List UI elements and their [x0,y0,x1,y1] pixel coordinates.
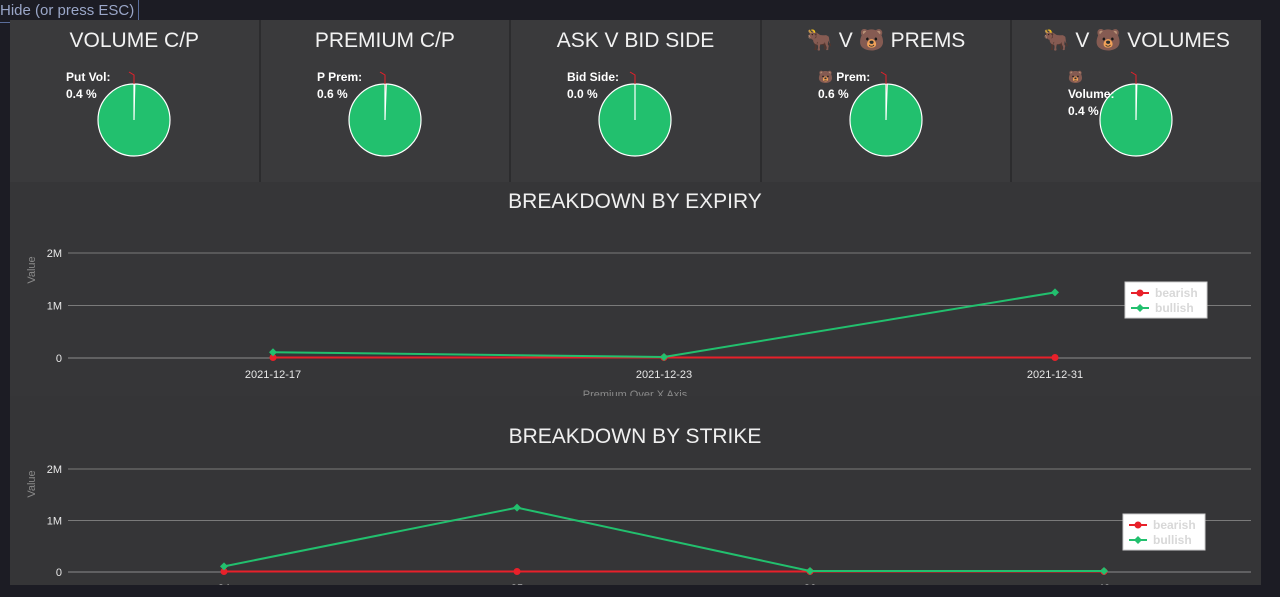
legend-label[interactable]: bullish [1155,301,1194,315]
pie-card: ASK V BID SIDE Bid Side: 0.0 % [511,20,762,182]
y-tick-label: 1M [47,301,62,313]
legend-box [1122,513,1206,551]
pie-chart: Bid Side: 0.0 % [567,70,672,157]
pie-label-leader [880,71,887,84]
pie-card: VOLUME C/P Put Vol: 0.4 % [10,20,261,182]
x-tick-label: 35 [511,583,523,585]
pie-chart-row: VOLUME C/P Put Vol: 0.4 % PREMIUM C/P P Prem… [10,20,1261,182]
bullish-point[interactable] [660,352,668,361]
legend-marker [1136,304,1144,312]
x-tick-label: 2021-12-31 [1027,369,1083,381]
legend-box [1124,281,1208,319]
pie-label: 🐻 Prem: [818,69,870,84]
pie-title: PREMIUM C/P [314,29,455,52]
pie-title: VOLUME C/P [69,29,200,52]
pie-label-line2: Volume: [1068,87,1114,101]
bearish-point[interactable] [513,567,521,575]
x-tick-label: 40 [1098,583,1110,585]
pie-chart: P Prem: 0.6 % [317,70,422,157]
legend-marker [1134,536,1142,544]
legend-marker [1136,289,1144,297]
pie-label: 🐻 [1068,69,1083,84]
x-tick-label: 2021-12-17 [245,369,301,381]
y-axis-label: Value [26,256,38,283]
y-tick-label: 2M [47,464,62,476]
dashboard-panel: VOLUME C/P Put Vol: 0.4 % PREMIUM C/P P Prem… [10,20,1261,585]
chart-title: BREAKDOWN BY STRIKE [509,425,762,448]
legend-marker [1134,521,1142,529]
legend-label[interactable]: bearish [1155,286,1198,300]
bullish-series-line [223,506,1104,572]
pie-label: Put Vol: [66,70,110,84]
bearish-point[interactable] [269,353,277,361]
pie-value: 0.6 % [317,87,348,101]
bullish-point[interactable] [269,348,277,357]
y-tick-label: 0 [56,353,62,365]
x-tick-label: 34 [218,583,230,585]
pie-card: PREMIUM C/P P Prem: 0.6 % [260,20,512,182]
bullish-point[interactable] [1100,566,1108,575]
y-tick-label: 0 [56,567,62,579]
x-tick-label: 36 [804,583,816,585]
pie-title: 🐂 V 🐻 VOLUMES [1043,29,1230,52]
bullish-point[interactable] [513,503,521,512]
pie-label-leader [1131,71,1137,84]
pie-value: 0.4 % [66,87,97,101]
bullish-point[interactable] [806,566,814,575]
legend-label[interactable]: bearish [1153,518,1196,532]
x-tick-label: 2021-12-23 [636,369,692,381]
strike-chart-panel: BREAKDOWN BY STRIKE 0 1M 2M Value 34 35 36 40 bea… [10,398,1261,585]
pie-title: 🐂 V 🐻 PREMS [806,29,966,52]
pie-label-leader [379,71,386,84]
pie-chart: 🐻 Volume: 0.4 % [1068,69,1173,157]
bullish-point[interactable] [1051,288,1059,297]
chart-title: BREAKDOWN BY EXPIRY [508,190,762,213]
x-axis-label: Premium Over X Axis [583,389,688,396]
pie-value: 0.0 % [567,87,598,101]
pie-label-leader [629,71,636,84]
pie-card: 🐂 V 🐻 VOLUMES 🐻 Volume: 0.4 % [1012,20,1261,182]
expiry-chart-panel: BREAKDOWN BY EXPIRY 0 1M 2M Value 2021-12-17 2… [10,182,1261,396]
y-tick-label: 2M [47,248,62,260]
bullish-point[interactable] [220,562,228,571]
pie-card: 🐂 V 🐻 PREMS 🐻 Prem: 0.6 % [761,20,1013,182]
pie-title: ASK V BID SIDE [556,29,715,52]
pie-value: 0.6 % [818,87,849,101]
pie-value: 0.4 % [1068,104,1099,118]
bearish-point[interactable] [220,567,228,575]
y-axis-label: Value [26,470,38,497]
pie-chart: 🐻 Prem: 0.6 % [818,69,923,157]
expiry-line-chart: BREAKDOWN BY EXPIRY 0 1M 2M Value 2021-12-17 2… [26,190,1251,396]
bullish-series-line [272,291,1056,358]
strike-line-chart: BREAKDOWN BY STRIKE 0 1M 2M Value 34 35 36 40 bea… [26,425,1251,585]
pie-chart: Put Vol: 0.4 % [66,70,171,157]
legend-label[interactable]: bullish [1153,533,1192,547]
pie-label: P Prem: [317,70,362,84]
pie-label-leader [128,71,135,84]
pie-label: Bid Side: [567,70,619,84]
y-tick-label: 1M [47,516,62,528]
bearish-point[interactable] [1051,353,1059,361]
